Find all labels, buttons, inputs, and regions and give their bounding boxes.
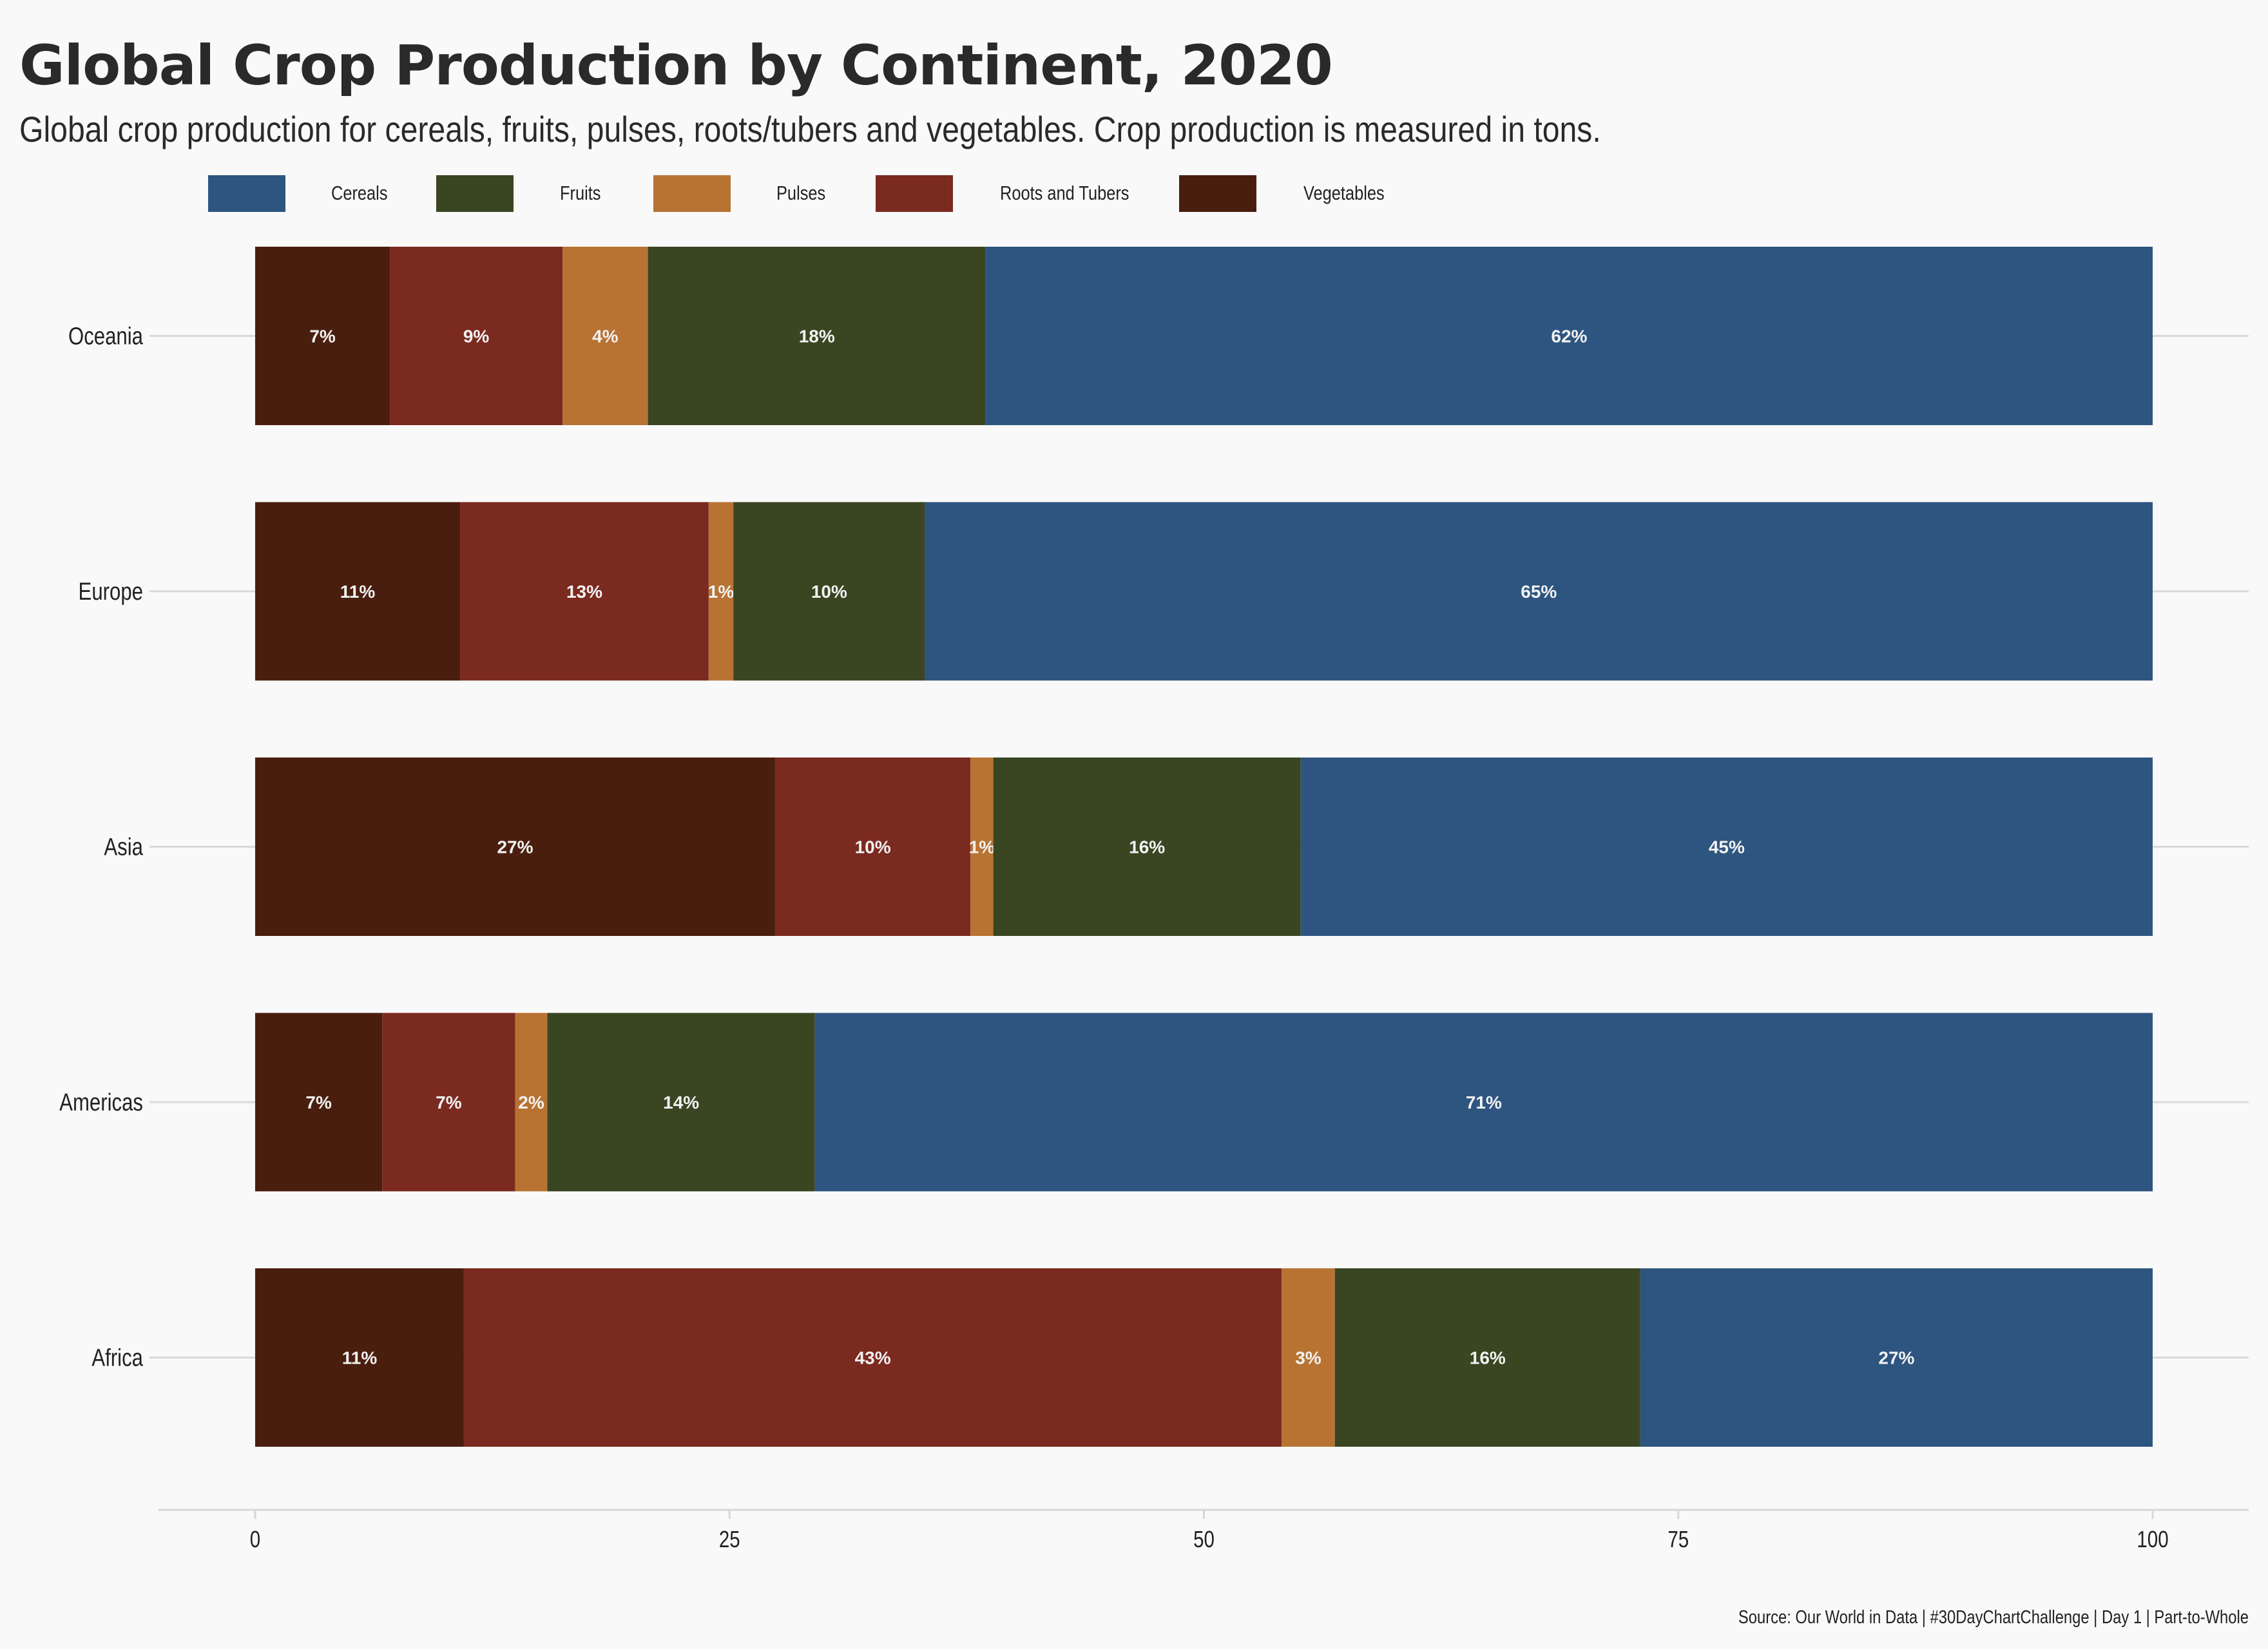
- bar-asia-roots-and-tubers: [774, 758, 971, 936]
- legend-label-fruits: Fruits: [560, 182, 601, 205]
- bar-asia-cereals: [1300, 758, 2153, 936]
- x-tick-label-0: 0: [250, 1526, 260, 1552]
- bar-americas-cereals: [814, 1013, 2153, 1192]
- data-label-europe-pulses: 1%: [708, 582, 735, 602]
- data-label-africa-cereals: 27%: [1878, 1348, 1914, 1368]
- bar-asia-fruits: [993, 758, 1301, 936]
- data-label-africa-pulses: 3%: [1295, 1348, 1321, 1368]
- bar-americas-pulses: [515, 1013, 548, 1192]
- bar-africa-fruits: [1334, 1268, 1640, 1447]
- bar-oceania-roots-and-tubers: [390, 247, 563, 425]
- bar-africa-pulses: [1282, 1268, 1335, 1447]
- data-label-oceania-cereals: 62%: [1551, 327, 1587, 347]
- bar-oceania-pulses: [562, 247, 648, 425]
- data-label-asia-cereals: 45%: [1709, 837, 1745, 857]
- bar-europe-cereals: [925, 502, 2153, 681]
- bar-americas-vegetables: [255, 1013, 383, 1192]
- data-label-asia-vegetables: 27%: [497, 837, 533, 857]
- legend: Cereals Fruits Pulses Roots and Tubers Veget…: [208, 175, 1385, 212]
- legend-swatch-roots-and-tubers: [876, 175, 953, 212]
- data-label-oceania-roots-and-tubers: 9%: [463, 327, 490, 347]
- bar-europe-pulses: [708, 502, 734, 681]
- x-tick-label-25: 25: [719, 1526, 740, 1552]
- data-label-oceania-vegetables: 7%: [309, 327, 336, 347]
- legend-swatch-vegetables: [1179, 175, 1256, 212]
- data-label-americas-fruits: 14%: [663, 1092, 699, 1112]
- data-label-africa-fruits: 16%: [1470, 1348, 1506, 1368]
- legend-swatch-fruits: [436, 175, 514, 212]
- x-tick-label-100: 100: [2137, 1526, 2168, 1552]
- bar-americas-roots-and-tubers: [382, 1013, 515, 1192]
- data-label-americas-vegetables: 7%: [305, 1092, 332, 1112]
- bars: 7% 9% 4% 18% 62% 11% 13% 1% 10% 65% 27% 10% 1% 16% 45%…: [255, 247, 2153, 1447]
- bar-africa-vegetables: [255, 1268, 464, 1447]
- data-label-oceania-fruits: 18%: [799, 327, 835, 347]
- data-label-africa-vegetables: 11%: [342, 1348, 378, 1368]
- bar-asia-pulses: [970, 758, 994, 936]
- legend-label-pulses: Pulses: [776, 182, 825, 205]
- chart-subtitle: Global crop production for cereals, frui…: [19, 109, 1601, 149]
- category-label-asia: Asia: [104, 834, 143, 861]
- x-tick-label-50: 50: [1193, 1526, 1215, 1552]
- bar-americas-fruits: [547, 1013, 815, 1192]
- bar-europe-roots-and-tubers: [460, 502, 709, 681]
- category-label-africa: Africa: [91, 1345, 143, 1372]
- bar-oceania-vegetables: [255, 247, 390, 425]
- bar-oceania-fruits: [648, 247, 986, 425]
- data-label-europe-roots-and-tubers: 13%: [566, 582, 602, 602]
- data-label-asia-roots-and-tubers: 10%: [855, 837, 891, 857]
- legend-swatch-pulses: [653, 175, 731, 212]
- bar-africa-roots-and-tubers: [463, 1268, 1282, 1447]
- legend-label-roots-and-tubers: Roots and Tubers: [1000, 182, 1129, 205]
- data-label-europe-fruits: 10%: [811, 582, 847, 602]
- category-label-europe: Europe: [79, 578, 143, 605]
- legend-label-vegetables: Vegetables: [1303, 182, 1385, 205]
- bar-asia-vegetables: [255, 758, 775, 936]
- data-label-oceania-pulses: 4%: [592, 327, 619, 347]
- data-label-asia-fruits: 16%: [1129, 837, 1165, 857]
- bar-africa-cereals: [1640, 1268, 2153, 1447]
- data-label-asia-pulses: 1%: [969, 837, 995, 857]
- category-labels: Oceania Europe Asia Americas Africa: [59, 323, 143, 1372]
- data-label-europe-vegetables: 11%: [340, 582, 376, 602]
- data-label-americas-cereals: 71%: [1466, 1092, 1502, 1112]
- x-axis-ticks: 0 25 50 75 100: [250, 1510, 2169, 1552]
- bar-oceania-cereals: [985, 247, 2153, 425]
- data-label-americas-roots-and-tubers: 7%: [436, 1092, 462, 1112]
- data-label-americas-pulses: 2%: [518, 1092, 544, 1112]
- x-tick-label-75: 75: [1667, 1526, 1689, 1552]
- category-label-americas: Americas: [59, 1089, 143, 1116]
- bar-europe-fruits: [733, 502, 925, 681]
- chart-title: Global Crop Production by Continent, 202…: [19, 33, 1333, 98]
- data-label-africa-roots-and-tubers: 43%: [855, 1348, 891, 1368]
- bar-europe-vegetables: [255, 502, 461, 681]
- legend-swatch-cereals: [208, 175, 285, 212]
- data-label-europe-cereals: 65%: [1521, 582, 1557, 602]
- source-caption: Source: Our World in Data | #30DayChartC…: [1738, 1606, 2249, 1628]
- category-label-oceania: Oceania: [68, 323, 144, 350]
- legend-label-cereals: Cereals: [331, 182, 388, 205]
